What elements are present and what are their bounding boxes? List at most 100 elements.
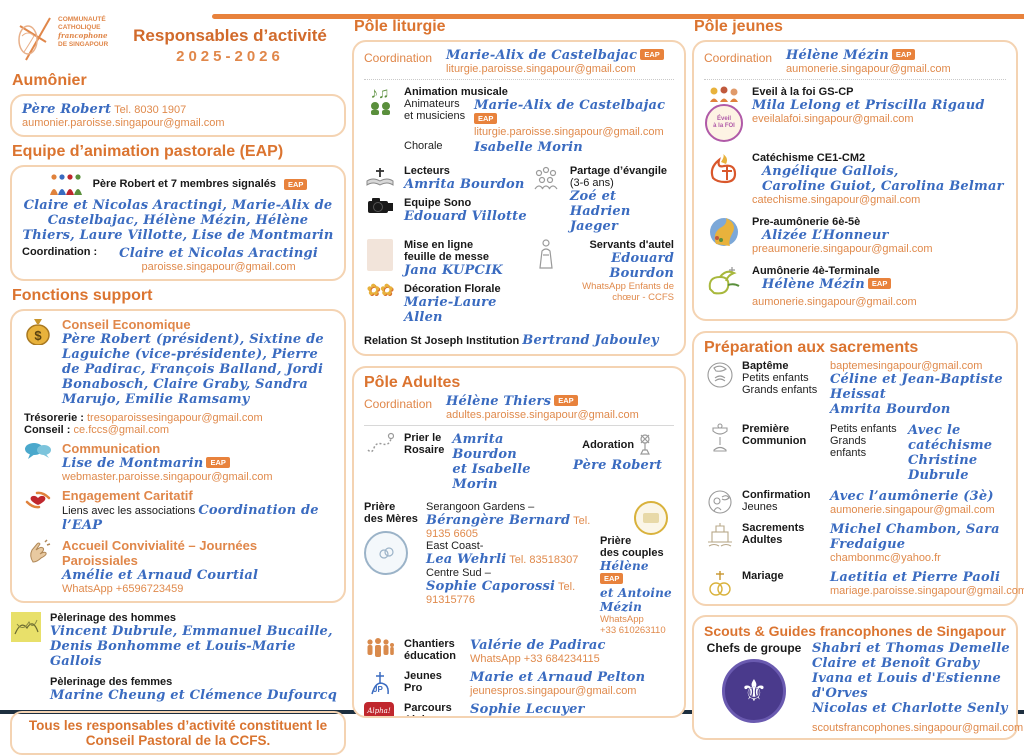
left-column: COMMUNAUTÉ CATHOLIQUE francophone DE SIN… [10,8,346,755]
meres-place-1: East Coast- [426,540,484,552]
dove-icon [704,265,744,308]
fonctions-heading: Fonctions support [12,287,153,304]
communion-grands-label: Grands enfants [830,435,867,459]
meres-tel-2: Tel. 91315776 [426,581,576,606]
mariage-label: Mariage [742,570,784,582]
scouts-name-2: Ivana et Louis d'Estienne d'Orves [812,671,1001,701]
rosaire-name-1: Amrita Bourdon [452,432,517,462]
lectionary-book-icon [364,165,396,192]
monstrance-icon [640,434,651,455]
adultes-box: Pôle Adultes Coordination Hélène Thiers … [352,366,686,718]
adoration-label: Adoration [582,438,635,451]
feuille-name: Jana KUPCIK [404,263,503,278]
aumonerie-label: Aumônerie 4è-Terminale [752,265,880,277]
chantiers-label-1: Chantiers [404,638,455,650]
deco-label: Décoration Florale [404,283,501,295]
communion-petits-label: Petits enfants [830,423,897,435]
couples-name-3: Mézin [600,600,643,614]
sacrements-adultes-label-2: Adultes [742,534,783,546]
eap-coordination-names: Claire et Nicolas Aractingi [119,246,318,261]
sono-name: Edouard Villotte [404,209,527,224]
pelerinage-hommes-names: Vincent Dubrule, Emmanuel Bucaille, Deni… [50,624,333,669]
pelerinage-hommes-title: Pèlerinage des hommes [50,612,176,624]
couples-label-1: Prière [600,535,632,547]
middle-column: Pôle liturgie Coordination Marie-Alix de… [352,8,686,718]
conseil-label: Conseil : [24,424,71,436]
rosaire-name-2: et Isabelle Morin [452,462,531,492]
page-title: Responsables d’activité [133,26,327,45]
couples-name-1: Hélène [600,559,649,573]
catechisme-email: catechisme.singapour@gmail.com [752,194,921,206]
engagement-title: Engagement Caritatif [62,488,193,503]
meres-name-0: Bérangère Bernard [426,513,571,528]
sacrements-adultes-name: Michel Chambon, Sara Fredaigue [830,522,1000,552]
mariage-rings-icon [704,570,736,598]
eveil-name: Mila Lelong et Priscilla Rigaud [752,98,985,113]
aumonerie-email: aumonerie.singapour@gmail.com [752,296,917,308]
caring-hands-icon [22,488,54,533]
meres-name-1: Lea Wehrli [426,552,507,567]
scout-badge-icon: ⚜ [722,659,786,723]
meres-name-2: Sophie Caporossi [426,579,556,594]
jeunespro-name: Marie et Arnaud Pelton [470,670,646,685]
top-accent-bar [212,14,1024,19]
stjoseph-name: Bertrand Jabouley [522,333,659,348]
liturgie-box: Coordination Marie-Alix de Castelbajac E… [352,40,686,356]
money-bag-icon: $ [22,317,54,407]
accueil-whatsapp: WhatsApp +6596723459 [62,583,184,595]
preaumonerie-label: Pre-aumônerie 6è-5è [752,216,861,228]
sacrements-adultes-label-1: Sacrements [742,522,805,534]
people-group-icon [49,174,82,195]
eap-badge: EAP [284,178,308,190]
jeunes-box: Coordination Hélène Mézin EAP aumonerie.… [692,40,1018,321]
communion-petits-name: Avec le catéchisme [908,423,993,453]
clapping-hands-icon [22,538,54,595]
communication-email: webmaster.paroisse.singapour@gmail.com [62,471,273,483]
jeunespro-email: jeunespros.singapour@gmail.com [470,685,637,697]
sacrements-heading: Préparation aux sacrements [704,339,919,356]
right-column: Pôle jeunes Coordination Hélène Mézin EA… [692,8,1024,740]
scouts-email: scoutsfrancophones.singapour@gmail.com [812,722,1024,734]
adultes-eap-badge: EAP [554,395,578,406]
conseil-economique-members: Père Robert (président), Sixtine de Lagu… [62,332,324,407]
logo-cross-icon [18,17,51,61]
chantiers-whatsapp: WhatsApp +33 684234115 [470,653,600,665]
altar-sacrements-icon [704,522,736,564]
alpha-label-2: Alpha [404,714,462,716]
meres-place-2: Centre Sud – [426,567,491,579]
liturgie-heading: Pôle liturgie [354,18,446,35]
confirmation-label-1: Confirmation [742,489,811,501]
catechisme-icon [704,152,744,206]
communication-eap-badge: EAP [206,457,230,468]
meres-tel-1: Tel. 83518307 [509,554,579,566]
rosary-icon [364,432,396,492]
speech-bubbles-icon [22,441,54,483]
tresorerie-email: tresoparoissesingapour@gmail.com [86,412,263,424]
family-icon [364,638,396,665]
meres-label-1: Prière [364,501,396,513]
jeunes-coordination-label: Coordination [704,51,773,65]
bapteme-email: baptemesingapour@gmail.com [830,360,983,372]
rosaire-label-1: Prier le [404,432,442,444]
chantiers-label-2: éducation [404,650,456,662]
aumonerie-name: Hélène Mézin [762,277,865,292]
servants-label: Servants d'autel [589,239,674,251]
music-choir-icon: ♪♫ [364,86,396,155]
bapteme-grands-label: Grands enfants [742,384,818,396]
children-group-icon [530,165,562,234]
scouts-name-3: Nicolas et Charlotte Senly [812,701,1008,716]
preaumonerie-email: preaumonerie.singapour@gmail.com [752,243,933,255]
feuille-label-2: feuille de messe [404,251,489,263]
eveil-foi-icon: Éveil à la FOI [704,86,744,142]
jeunespro-label: Jeunes Pro [404,670,442,694]
bapteme-label: Baptême [742,360,789,372]
logo-line2: CATHOLIQUE [58,24,101,32]
partage-sub: (3-6 ans) [569,177,614,189]
alpha-email: alpha.singapour@gmail.com [470,717,610,718]
pelerinage-femmes-title: Pèlerinage des femmes [50,676,173,688]
liturgie-coordination-name: Marie-Alix de Castelbajac [446,48,638,63]
meres-place-0: Serangoon Gardens – [426,501,535,513]
confirmation-label-2: Jeunes [742,501,778,513]
page-years: 2025-2026 [176,48,284,65]
conseil-economique-title: Conseil Economique [62,317,191,332]
